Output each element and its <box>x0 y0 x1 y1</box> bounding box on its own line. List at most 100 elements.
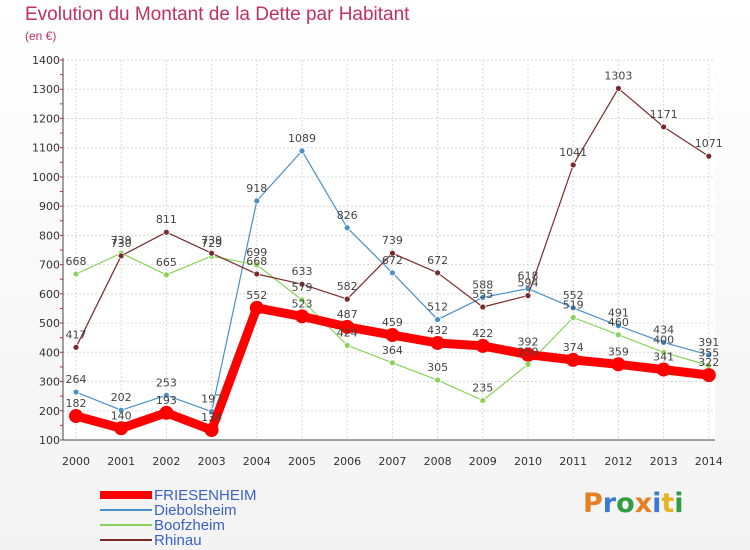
chart-title: Evolution du Montant de la Dette par Hab… <box>25 4 410 25</box>
data-label: 1171 <box>650 108 678 121</box>
data-label: 579 <box>292 281 313 294</box>
data-label: 322 <box>698 356 719 369</box>
logo-letter: o <box>616 488 635 519</box>
x-tick-label: 2010 <box>514 455 542 468</box>
data-point <box>340 319 355 334</box>
data-point <box>117 252 125 260</box>
data-point <box>524 292 532 300</box>
data-label: 391 <box>698 336 719 349</box>
data-point <box>117 406 125 414</box>
data-point <box>295 309 309 324</box>
data-point <box>388 249 396 257</box>
data-label: 400 <box>653 333 674 346</box>
data-point <box>298 296 306 304</box>
x-tick-label: 2005 <box>288 455 316 468</box>
data-label: 197 <box>201 393 222 406</box>
data-label: 811 <box>156 213 177 226</box>
data-label: 672 <box>382 254 403 267</box>
y-tick-label: 1300 <box>32 83 60 96</box>
data-label: 459 <box>382 316 403 329</box>
data-label: 730 <box>111 237 132 250</box>
data-label: 668 <box>66 255 87 268</box>
data-point <box>388 269 396 277</box>
y-tick-label: 1000 <box>32 171 60 184</box>
y-tick-label: 200 <box>39 405 60 418</box>
legend-entry: Boofzheim <box>100 517 225 534</box>
y-tick-label: 1100 <box>32 142 60 155</box>
y-tick-label: 300 <box>39 376 60 389</box>
data-point <box>430 335 445 350</box>
data-point <box>298 147 306 155</box>
x-tick-label: 2011 <box>559 455 587 468</box>
y-tick-label: 400 <box>39 346 60 359</box>
y-tick-label: 900 <box>39 200 60 213</box>
data-point <box>343 224 351 232</box>
x-tick-label: 2012 <box>604 455 632 468</box>
legend-label: FRIESENHEIM <box>154 486 257 504</box>
data-label: 193 <box>156 394 177 407</box>
data-point <box>569 314 577 321</box>
data-label: 392 <box>518 336 539 349</box>
data-label: 359 <box>608 345 629 358</box>
x-tick-label: 2006 <box>333 455 361 468</box>
legend-entry: Diebolsheim <box>100 501 237 519</box>
data-label: 235 <box>472 382 493 395</box>
data-point <box>298 280 306 288</box>
data-point <box>475 338 490 353</box>
y-tick-label: 600 <box>39 288 60 301</box>
data-point <box>705 152 713 160</box>
data-point <box>660 123 667 131</box>
legend-swatch <box>100 509 152 511</box>
data-point <box>656 362 671 377</box>
data-point <box>385 328 400 343</box>
y-tick-label: 700 <box>39 259 60 272</box>
data-label: 355 <box>698 346 719 359</box>
x-tick-label: 2009 <box>469 455 497 468</box>
logo-letter: x <box>634 488 653 519</box>
data-label: 140 <box>111 409 132 422</box>
data-point <box>479 303 487 311</box>
data-point <box>615 322 622 330</box>
data-label: 552 <box>246 289 267 302</box>
y-tick-label: 800 <box>39 229 60 242</box>
data-label: 487 <box>337 308 358 321</box>
data-label: 341 <box>653 351 674 364</box>
data-label: 588 <box>472 278 493 291</box>
data-point <box>660 348 667 356</box>
data-label: 729 <box>201 237 222 250</box>
logo-letter: P <box>583 488 603 519</box>
data-point <box>253 197 261 205</box>
data-point <box>343 341 351 349</box>
data-label: 523 <box>292 297 313 310</box>
data-point <box>162 228 170 236</box>
x-tick-label: 2002 <box>152 455 180 468</box>
data-label: 202 <box>111 391 132 404</box>
data-label: 264 <box>66 373 87 386</box>
legend-label: Diebolsheim <box>154 501 237 519</box>
data-point <box>204 423 219 438</box>
data-point <box>705 351 713 359</box>
legend-swatch <box>100 524 152 526</box>
data-point <box>660 338 667 346</box>
plot-area <box>63 58 715 440</box>
data-label: 305 <box>427 361 448 374</box>
data-label: 665 <box>156 256 177 269</box>
data-point <box>72 270 80 278</box>
data-point <box>479 293 487 301</box>
x-tick-label: 2003 <box>198 455 226 468</box>
data-point <box>69 409 83 424</box>
data-label: 374 <box>563 341 584 354</box>
data-point <box>249 300 264 315</box>
y-tick-label: 100 <box>39 434 60 447</box>
x-tick-label: 2013 <box>650 455 678 468</box>
data-point <box>521 347 535 362</box>
chart-subtitle: (en €) <box>25 29 57 43</box>
x-tick-label: 2007 <box>378 455 406 468</box>
data-label: 699 <box>246 246 267 259</box>
data-label: 422 <box>472 327 493 340</box>
data-point <box>343 295 351 303</box>
x-tick-label: 2004 <box>243 455 271 468</box>
data-point <box>569 161 577 169</box>
data-point <box>72 343 80 351</box>
data-label: 739 <box>201 234 222 247</box>
